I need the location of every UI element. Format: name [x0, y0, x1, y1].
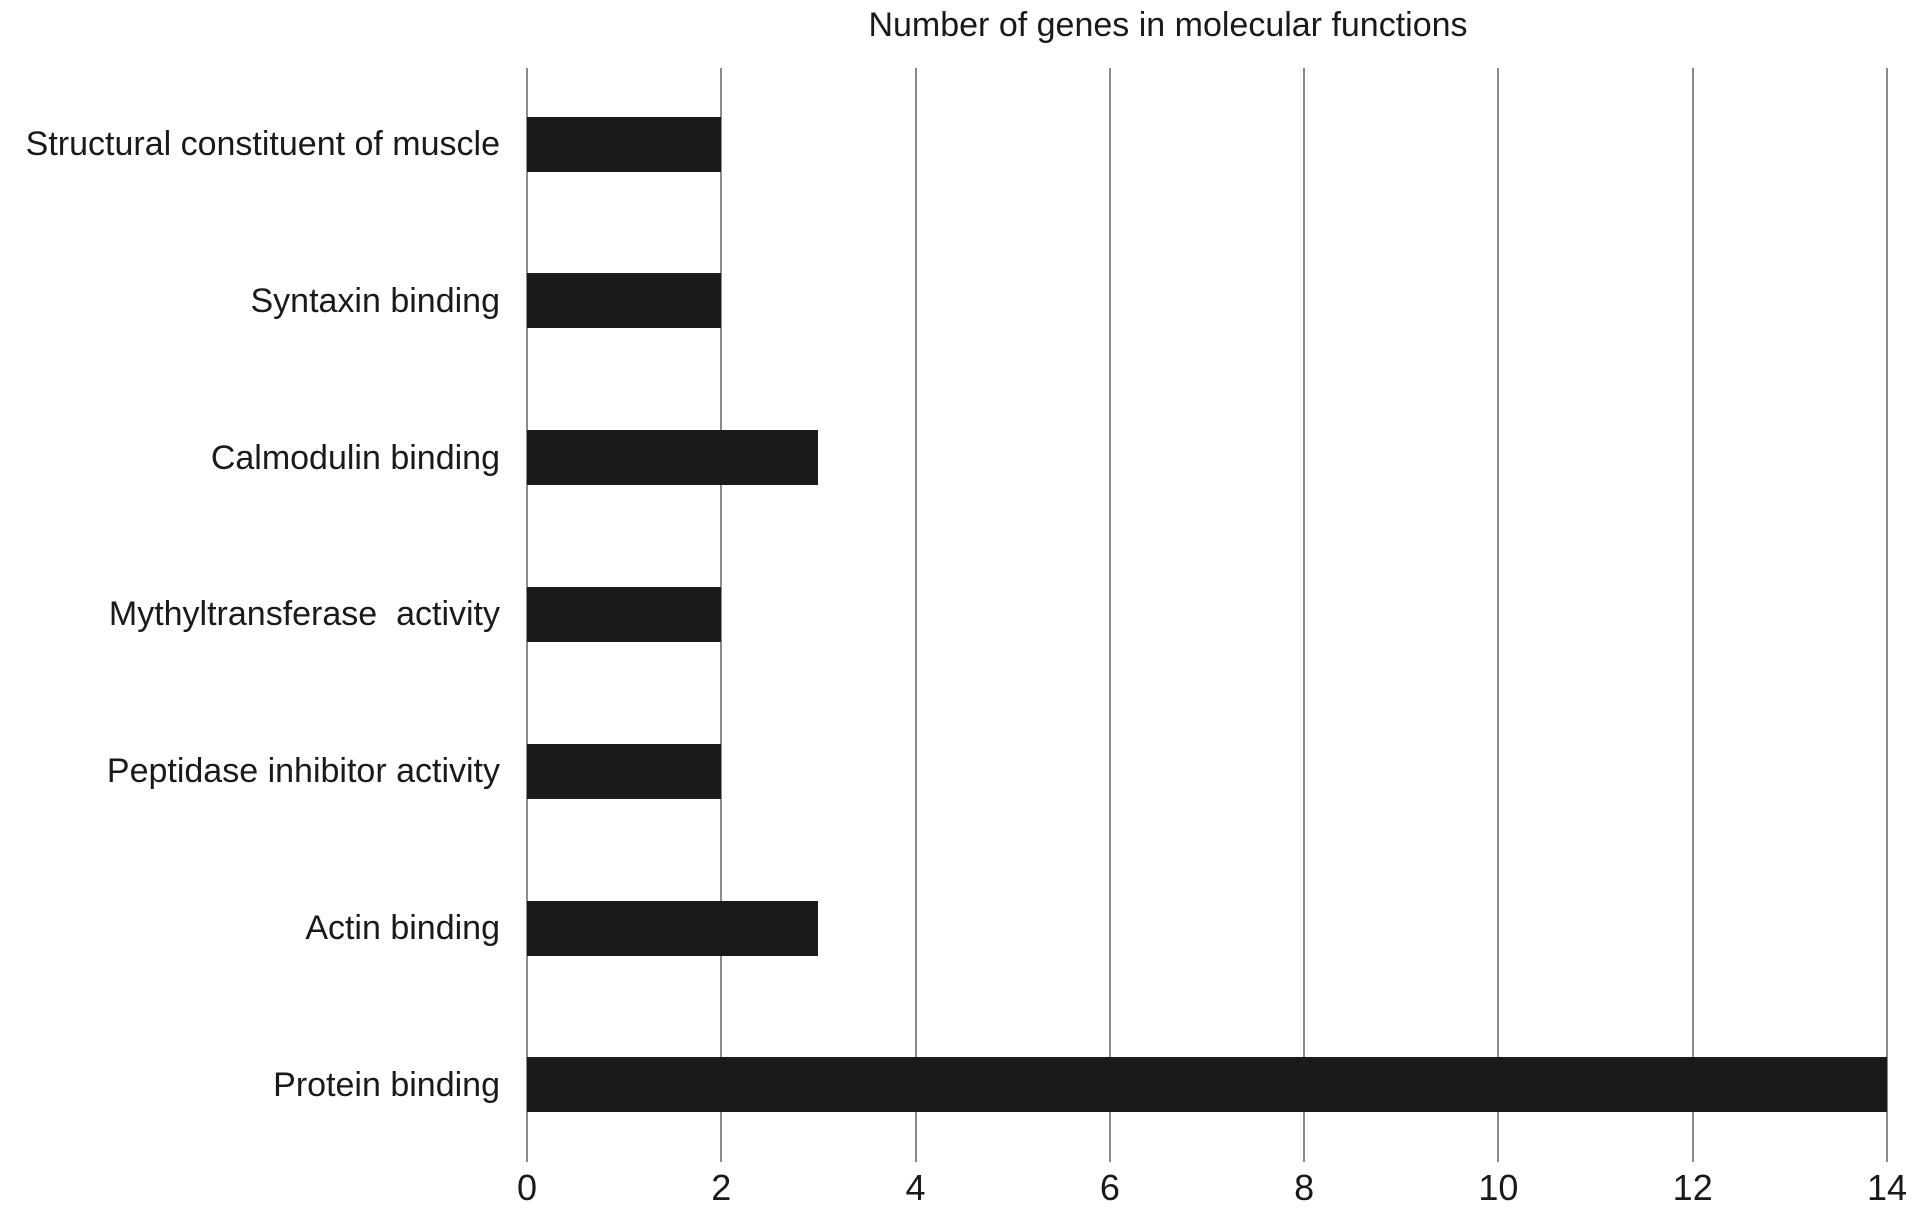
bar-actin-binding — [527, 900, 819, 956]
category-label-protein-binding: Protein binding — [273, 1065, 500, 1104]
gridline-x-14 — [1886, 68, 1888, 1162]
gridline-x-2 — [720, 68, 723, 1162]
gridline-x-12 — [1691, 68, 1694, 1162]
category-label-syntaxin-binding: Syntaxin binding — [250, 281, 500, 320]
chart-title: Number of genes in molecular functions — [868, 6, 1468, 44]
bar-protein-binding — [527, 1057, 1887, 1113]
category-label-actin-binding: Actin binding — [305, 909, 500, 947]
bar-syntaxin-binding — [527, 273, 722, 329]
category-label-peptidase-inhibitor-activity: Peptidase inhibitor activity — [106, 752, 500, 791]
x-tick-label-6: 6 — [1099, 1167, 1120, 1208]
category-label-mythyltransferase-activity: Mythyltransferase activity — [108, 595, 500, 634]
bar-peptidase-inhibitor-activity — [527, 743, 722, 799]
x-tick-label-4: 4 — [905, 1167, 926, 1208]
gridline-x-8 — [1303, 68, 1306, 1162]
x-tick-label-2: 2 — [711, 1167, 732, 1208]
gridline-x-6 — [1108, 68, 1111, 1162]
x-tick-label-0: 0 — [516, 1167, 538, 1208]
category-label-structural-constituent-of-muscle: Structural constituent of muscle — [25, 125, 500, 163]
bar-calmodulin-binding — [527, 430, 819, 486]
category-label-calmodulin-binding: Calmodulin binding — [210, 438, 500, 477]
bar-structural-constituent-of-muscle — [527, 116, 722, 172]
bar-mythyltransferase-activity — [527, 586, 722, 642]
gridline-x-10 — [1497, 68, 1500, 1162]
x-tick-label-14: 14 — [1866, 1167, 1908, 1208]
x-tick-label-12: 12 — [1672, 1167, 1713, 1208]
gridline-x-4 — [914, 68, 917, 1162]
x-tick-label-10: 10 — [1478, 1167, 1519, 1208]
x-tick-label-8: 8 — [1294, 1167, 1315, 1208]
